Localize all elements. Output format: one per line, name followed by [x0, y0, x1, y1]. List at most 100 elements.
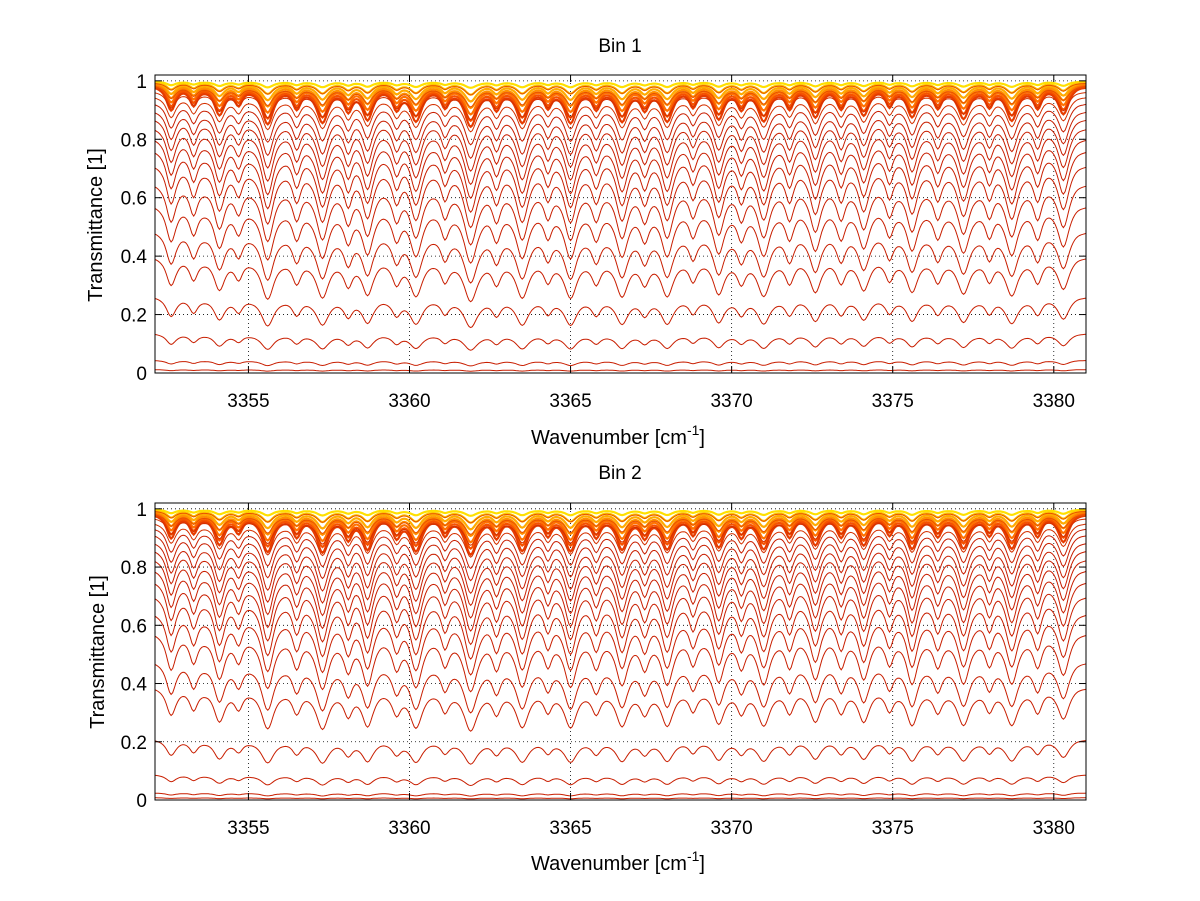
spectrum-line	[155, 86, 1086, 108]
spectrum-line	[155, 774, 1086, 787]
x-axis-label: Wavenumber [cm-1]	[531, 848, 705, 875]
x-tick-label: 3375	[872, 391, 914, 412]
x-axis-label-end: ]	[699, 427, 705, 449]
spectrum-line	[155, 560, 1086, 619]
axes-box	[154, 74, 1087, 374]
tick-marks	[155, 75, 1086, 374]
x-axis-label-end: ]	[699, 853, 705, 875]
spectrum-line	[155, 92, 1086, 121]
spectrum-line	[155, 688, 1086, 732]
spectrum-line	[155, 582, 1086, 646]
y-tick-label: 0.4	[121, 675, 148, 696]
x-axis-label-superscript: -1	[687, 848, 700, 864]
spectrum-line	[155, 570, 1086, 632]
y-tick-label: 0.8	[121, 558, 147, 579]
x-tick-labels: 3355 3360 3365 3370 3375 3380	[227, 391, 1075, 412]
spectrum-line	[155, 119, 1086, 172]
x-tick-label: 3375	[872, 818, 914, 839]
y-tick-label: 0.2	[121, 306, 147, 327]
x-tick-labels: 3355 3360 3365 3370 3375 3380	[227, 818, 1075, 839]
spectrum-line	[155, 360, 1086, 367]
spectrum-line	[155, 523, 1086, 558]
x-axis-label-main: Wavenumber [cm	[531, 853, 687, 875]
spectrum-line	[155, 535, 1086, 582]
spectrum-line	[155, 740, 1086, 765]
spectrum-line	[155, 597, 1086, 660]
spectrum-line	[155, 297, 1086, 329]
spectrum-line-saturated	[155, 508, 1086, 517]
spectrum-line	[155, 511, 1086, 524]
tick-marks	[155, 503, 1086, 801]
spectrum-line	[155, 528, 1086, 570]
x-tick-label: 3370	[710, 391, 752, 412]
x-tick-label: 3380	[1033, 818, 1075, 839]
spectrum-line-saturated	[155, 86, 1086, 129]
y-tick-labels: 0 0.2 0.4 0.6 0.8 1	[121, 500, 148, 812]
y-tick-labels: 0 0.2 0.4 0.6 0.8 1	[121, 72, 148, 385]
spectrum-line-saturated	[155, 84, 1086, 116]
y-tick-label: 0	[136, 791, 147, 812]
y-axis-label: Transmittance [1]	[87, 575, 109, 729]
x-tick-label: 3360	[388, 391, 430, 412]
spectrum-line	[155, 663, 1086, 714]
spectrum-line	[155, 514, 1086, 535]
x-tick-label: 3370	[710, 818, 752, 839]
x-tick-label: 3355	[227, 391, 269, 412]
spectrum-line	[155, 518, 1086, 546]
y-tick-label: 1	[136, 72, 147, 93]
spectrum-line	[155, 551, 1086, 607]
spectrum-line	[155, 111, 1086, 160]
spectrum-line	[155, 129, 1086, 186]
x-tick-label: 3355	[227, 818, 269, 839]
spectrum-line	[155, 83, 1086, 96]
x-tick-label: 3365	[549, 818, 591, 839]
spectrum-line	[155, 258, 1086, 303]
y-tick-label: 0.6	[121, 189, 147, 210]
series-group	[155, 80, 1086, 372]
spectrum-line	[155, 103, 1086, 146]
y-tick-label: 0.6	[121, 616, 147, 637]
panel-bin-2: Bin 2 3355 3360 3365 3370 3375 3380 0 0.2 0.4 0.…	[87, 463, 1087, 875]
x-tick-label: 3360	[388, 818, 430, 839]
spectrum-line-saturated	[155, 82, 1086, 103]
spectrum-line-saturated	[155, 510, 1086, 531]
spectrum-line-saturated	[155, 513, 1086, 551]
spectrum-line	[155, 792, 1086, 797]
spectra-series	[155, 508, 1086, 800]
chart-title: Bin 1	[598, 36, 641, 57]
y-tick-label: 0.2	[121, 733, 147, 754]
series-group	[155, 508, 1086, 800]
panel-bin-1: Bin 1 3355 3360 3365 3370 3375 3380 0 0.2 0.4 0.…	[85, 36, 1087, 449]
grid-lines	[155, 75, 1086, 374]
spectrum-line	[155, 635, 1086, 693]
spectrum-line	[155, 152, 1086, 214]
spectrum-line	[155, 139, 1086, 200]
spectrum-line	[155, 207, 1086, 264]
spectrum-line-saturated	[155, 512, 1086, 544]
x-axis-label-main: Wavenumber [cm	[531, 427, 687, 449]
spectrum-line	[155, 97, 1086, 133]
spectrum-line	[155, 232, 1086, 284]
x-axis-label: Wavenumber [cm-1]	[531, 422, 705, 449]
spectrum-line	[155, 614, 1086, 676]
spectrum-line	[155, 797, 1086, 800]
x-axis-label-superscript: -1	[687, 422, 700, 438]
y-tick-label: 1	[136, 500, 147, 521]
spectrum-line-saturated	[155, 511, 1086, 538]
axes-box	[154, 502, 1087, 801]
spectrum-line	[155, 333, 1086, 351]
y-tick-label: 0.4	[121, 247, 148, 268]
y-tick-label: 0	[136, 364, 147, 385]
x-tick-label: 3365	[549, 391, 591, 412]
spectrum-line	[155, 185, 1086, 246]
spectrum-line	[155, 543, 1086, 594]
spectrum-line	[155, 166, 1086, 229]
x-tick-label: 3380	[1033, 391, 1075, 412]
y-tick-label: 0.8	[121, 130, 147, 151]
spectrum-line	[155, 369, 1086, 372]
y-axis-label: Transmittance [1]	[85, 148, 107, 302]
spectra-series	[155, 80, 1086, 372]
chart-title: Bin 2	[598, 463, 641, 484]
